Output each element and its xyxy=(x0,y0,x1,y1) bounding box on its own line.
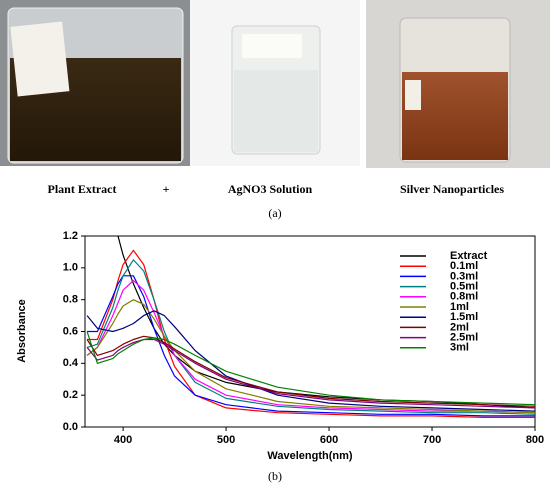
series-line xyxy=(86,331,535,406)
caption: Plant Extract xyxy=(48,182,117,196)
legend-label: 0.5ml xyxy=(450,281,478,293)
caption: AgNO3 Solution xyxy=(228,182,313,196)
x-tick-label: 700 xyxy=(423,434,441,446)
chart: Absorbance Wavelength(nm) 0.0 0.2 0.4 0.6 0.… xyxy=(16,230,544,462)
y-tick-label: 1.2 xyxy=(63,230,78,242)
legend-label: Extract xyxy=(450,250,488,262)
x-tick-label: 400 xyxy=(114,434,132,446)
series-line xyxy=(86,310,535,412)
photo-silver-nanoparticles xyxy=(366,0,550,168)
legend-label: 2ml xyxy=(450,321,469,333)
series-line xyxy=(87,249,535,418)
legend-label: 1ml xyxy=(450,301,469,313)
y-tick-label: 0.4 xyxy=(63,357,79,369)
x-axis-label: Wavelength(nm) xyxy=(267,450,352,462)
series-line xyxy=(86,299,535,414)
y-tick-label: 0.2 xyxy=(63,389,78,401)
y-tick-label: 0.0 xyxy=(63,421,78,433)
legend-label: 0.1ml xyxy=(450,260,478,272)
legend-label: 3ml xyxy=(450,342,469,354)
y-tick-label: 1.0 xyxy=(63,262,78,274)
series-line xyxy=(86,338,535,409)
subfigure-label: (b) xyxy=(268,469,282,483)
y-axis-label: Absorbance xyxy=(16,299,28,363)
x-tick-label: 800 xyxy=(526,434,544,446)
caption: Silver Nanoparticles xyxy=(400,182,504,196)
y-tick-label: 0.8 xyxy=(63,294,78,306)
legend-label: 0.3ml xyxy=(450,270,478,282)
x-tick-label: 500 xyxy=(217,434,235,446)
subfigure-label: (a) xyxy=(268,206,281,220)
series-line xyxy=(87,275,535,417)
y-tick-label: 0.6 xyxy=(63,325,78,337)
x-tick-label: 600 xyxy=(320,434,338,446)
legend-label: 0.8ml xyxy=(450,291,478,303)
photo-plant-extract xyxy=(0,0,190,166)
plot-area xyxy=(86,236,535,418)
legend-label: 2.5ml xyxy=(450,332,478,344)
caption: + xyxy=(163,182,170,196)
photo-agno3 xyxy=(190,0,360,166)
series-line xyxy=(86,335,535,407)
legend-label: 1.5ml xyxy=(450,311,478,323)
